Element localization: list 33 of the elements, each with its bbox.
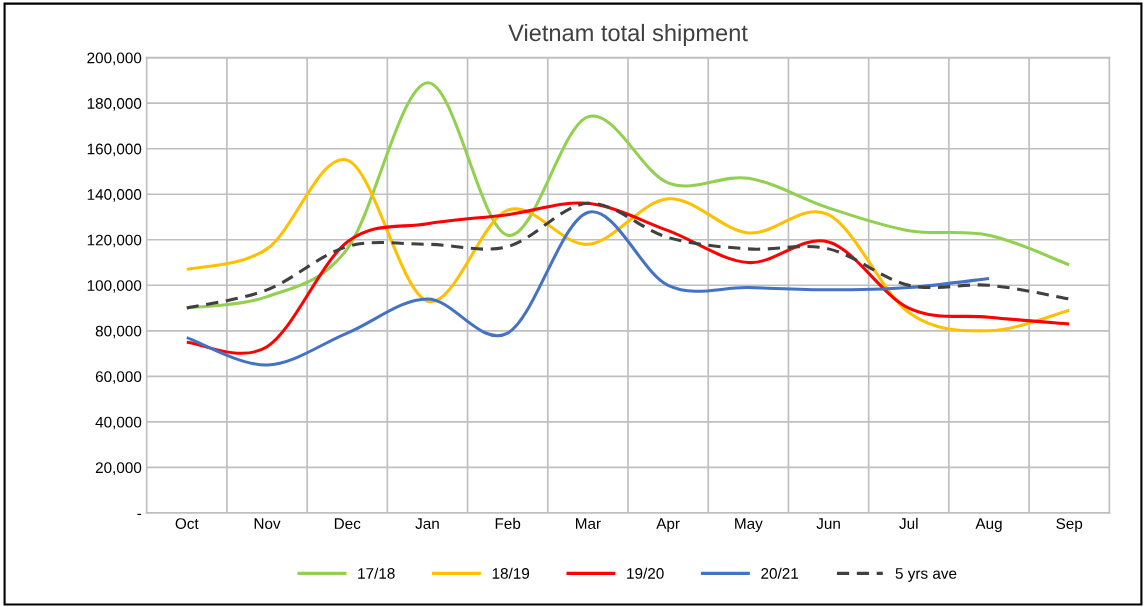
y-tick-label: 80,000: [95, 325, 142, 339]
x-tick-label: Jul: [899, 517, 918, 529]
x-tick-label: Jan: [415, 518, 439, 529]
y-tick-label: -: [137, 513, 142, 515]
y-tick-label: 200,000: [87, 52, 142, 66]
legend-label: 17/18: [358, 567, 395, 579]
y-tick-label: 140,000: [87, 189, 142, 202]
line-series: [185, 158, 1071, 333]
x-tick-label: May: [735, 518, 763, 533]
legend-label: 18/19: [492, 567, 530, 579]
y-tick-label: 120,000: [87, 234, 142, 248]
legend-label: 19/20: [627, 567, 664, 579]
y-tick-label: 60,000: [95, 371, 142, 384]
y-tick-label: 20,000: [95, 462, 142, 475]
x-tick-label: Apr: [656, 518, 680, 533]
x-tick-label: Feb: [495, 517, 521, 529]
x-tick-label: Mar: [576, 518, 601, 529]
legend-label: 5 yrs ave: [895, 568, 957, 582]
chart-title: Vietnam total shipment: [508, 23, 748, 46]
y-tick-label: 180,000: [87, 98, 142, 111]
line-series: [185, 210, 991, 367]
x-tick-label: Sep: [1056, 518, 1083, 533]
x-tick-label: Aug: [975, 518, 1002, 533]
line-series: [185, 201, 1071, 310]
x-tick-label: Dec: [334, 518, 361, 529]
line-series: [185, 81, 1071, 310]
legend-label: 20/21: [761, 567, 799, 579]
x-tick-label: Nov: [254, 518, 281, 529]
y-tick-label: 40,000: [95, 416, 142, 430]
x-tick-label: Jun: [816, 518, 840, 529]
y-tick-label: 160,000: [87, 143, 142, 157]
y-tick-label: 100,000: [87, 280, 142, 293]
x-tick-label: Oct: [175, 518, 199, 529]
